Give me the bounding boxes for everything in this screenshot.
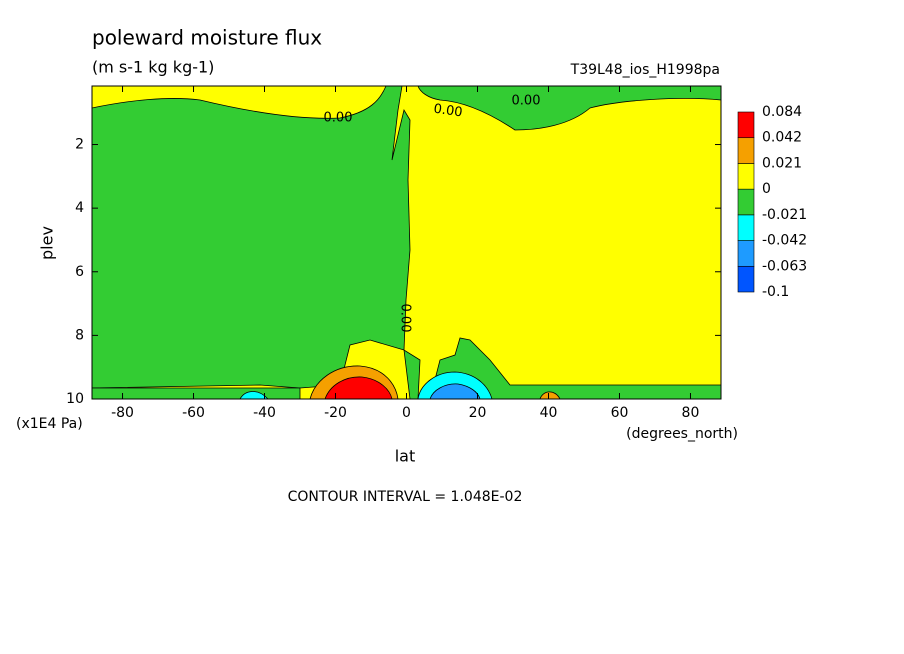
x-tick-label: 60 (611, 405, 629, 421)
dataset-label: T39L48_ios_H1998pa (570, 62, 720, 78)
x-units: (degrees_north) (626, 426, 738, 442)
region (91, 387, 301, 400)
chart-title: poleward moisture flux (92, 26, 322, 50)
y-tick-label: 2 (75, 137, 84, 153)
region (429, 383, 481, 400)
y-tick-label: 10 (66, 391, 84, 407)
contour-label: 0.00 (398, 304, 413, 333)
colorbar-label: 0 (762, 181, 771, 197)
colorbar-box (737, 188, 755, 216)
contour-label: 0.00 (512, 94, 541, 109)
colorbar-label: 0.042 (762, 130, 802, 146)
colorbar-label: 0.084 (762, 104, 802, 120)
y-tick-label: 4 (75, 200, 84, 216)
contour-label: 0.00 (433, 102, 464, 121)
x-tick-label: -40 (253, 405, 276, 421)
contour-interval: CONTOUR INTERVAL = 1.048E-02 (288, 489, 523, 505)
region (91, 85, 411, 389)
x-tick-label: 80 (682, 405, 700, 421)
colorbar-label: 0.021 (762, 155, 802, 171)
y-tick-label: 8 (75, 327, 84, 343)
colorbar-label: -0.1 (762, 284, 789, 300)
x-tick-label: -80 (111, 405, 134, 421)
colorbar-box (737, 163, 755, 190)
x-tick-label: 0 (402, 405, 411, 421)
colorbar-box (737, 137, 755, 164)
colorbar-label: -0.063 (762, 258, 807, 274)
y-units: (x1E4 Pa) (16, 416, 83, 432)
x-tick-label: -60 (182, 405, 205, 421)
colorbar-label: -0.021 (762, 207, 807, 223)
colorbar-box (737, 214, 755, 241)
region (324, 376, 393, 400)
x-tick-label: 40 (540, 405, 558, 421)
x-axis-label: lat (395, 447, 416, 466)
x-tick-label: 20 (469, 405, 487, 421)
contour-field (91, 85, 722, 400)
x-tick-label: -20 (324, 405, 347, 421)
subtitle: (m s-1 kg kg-1) (92, 58, 214, 77)
colorbar-box (737, 240, 755, 267)
region (417, 85, 722, 131)
colorbar-box (737, 265, 755, 293)
y-tick-label: 6 (75, 264, 84, 280)
colorbar-box (737, 111, 755, 139)
y-axis-label: plev (38, 226, 57, 260)
colorbar-label: -0.042 (762, 233, 807, 249)
contour-label: 0.00 (324, 111, 353, 126)
